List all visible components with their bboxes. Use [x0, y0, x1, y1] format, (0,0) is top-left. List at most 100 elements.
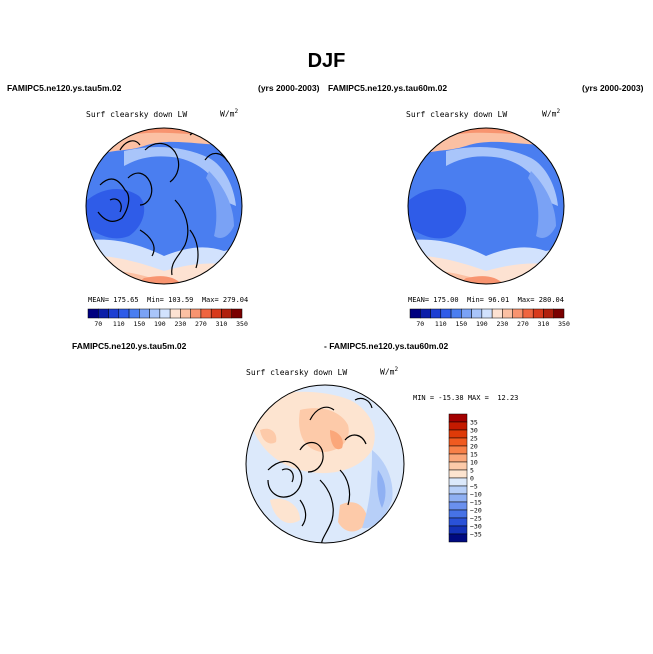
panel1-colorbar	[87, 308, 243, 319]
figure-title: DJF	[307, 50, 346, 72]
colorbar-tick-label: −35	[470, 531, 482, 539]
panel1-colorbar-ticks: 70 110 150 190 230 270 310 350	[94, 320, 248, 328]
colorbar-tick-label: 15	[470, 451, 478, 459]
colorbar-swatch	[448, 509, 468, 519]
colorbar-swatch	[448, 445, 468, 455]
panel2-units: W/m2	[542, 108, 561, 119]
colorbar-swatch	[128, 308, 140, 319]
colorbar-swatch	[169, 308, 181, 319]
colorbar-swatch	[448, 469, 468, 479]
colorbar-tick-label: 5	[470, 467, 474, 475]
diff-coastlines	[267, 397, 373, 543]
panel2-colorbar	[409, 308, 565, 319]
diff-units: W/m2	[380, 366, 399, 377]
colorbar-swatch	[491, 308, 503, 319]
colorbar-tick-label: −20	[470, 507, 482, 515]
panel1-map-field	[86, 128, 242, 284]
colorbar-tick-label: 270	[517, 320, 529, 328]
diff-case-b-label: - FAMIPC5.ne120.ys.tau60m.02	[324, 341, 449, 351]
diff-map-border	[245, 384, 405, 544]
panel1-units: W/m2	[220, 108, 239, 119]
colorbar-tick-label: 190	[476, 320, 488, 328]
colorbar-swatch	[440, 308, 452, 319]
colorbar-tick-label: 350	[236, 320, 248, 328]
colorbar-tick-label: 350	[558, 320, 570, 328]
colorbar-tick-label: 70	[416, 320, 424, 328]
colorbar-swatch	[448, 429, 468, 439]
diff-map-field	[246, 385, 404, 543]
colorbar-swatch	[98, 308, 109, 319]
colorbar-swatch	[210, 308, 222, 319]
colorbar-swatch	[149, 308, 161, 319]
colorbar-tick-label: 25	[470, 435, 478, 443]
colorbar-swatch	[448, 421, 468, 431]
colorbar-swatch	[200, 308, 212, 319]
colorbar-swatch	[409, 308, 421, 319]
colorbar-swatch	[231, 308, 243, 319]
colorbar-swatch	[448, 453, 468, 463]
colorbar-swatch	[481, 308, 493, 319]
colorbar-swatch	[108, 308, 120, 319]
colorbar-tick-label: −5	[470, 483, 478, 491]
colorbar-tick-label: 30	[470, 427, 478, 435]
colorbar-swatch	[139, 308, 150, 319]
colorbar-tick-label: 0	[470, 475, 474, 483]
colorbar-swatch	[118, 308, 130, 319]
colorbar-swatch	[471, 308, 483, 319]
diff-variable-title: Surf clearsky down LW	[246, 368, 348, 377]
colorbar-tick-label: −25	[470, 515, 482, 523]
colorbar-swatch	[512, 308, 524, 319]
colorbar-swatch	[502, 308, 513, 319]
colorbar-swatch	[461, 308, 472, 319]
colorbar-swatch	[87, 308, 99, 319]
colorbar-tick-label: −10	[470, 491, 482, 499]
colorbar-swatch	[522, 308, 534, 319]
colorbar-tick-label: −30	[470, 523, 482, 531]
colorbar-tick-label: 230	[497, 320, 509, 328]
panel2-map-field	[408, 128, 564, 284]
diff-colorbar	[448, 413, 468, 543]
panel2-variable-title: Surf clearsky down LW	[406, 110, 508, 119]
colorbar-swatch	[159, 308, 171, 319]
colorbar-swatch	[450, 308, 462, 319]
colorbar-swatch	[420, 308, 431, 319]
colorbar-tick-label: 270	[195, 320, 207, 328]
colorbar-swatch	[448, 437, 468, 447]
panel2-colorbar-ticks: 70 110 150 190 230 270 310 350	[416, 320, 570, 328]
colorbar-tick-label: 70	[94, 320, 102, 328]
colorbar-swatch	[553, 308, 565, 319]
colorbar-tick-label: −15	[470, 499, 482, 507]
colorbar-tick-label: 35	[470, 419, 478, 427]
colorbar-swatch	[180, 308, 191, 319]
colorbar-swatch	[190, 308, 202, 319]
colorbar-tick-label: 150	[455, 320, 467, 328]
colorbar-tick-label: 110	[113, 320, 125, 328]
diff-case-a-label: FAMIPC5.ne120.ys.tau5m.02	[72, 341, 187, 351]
colorbar-tick-label: 310	[538, 320, 550, 328]
colorbar-tick-label: 110	[435, 320, 447, 328]
colorbar-swatch	[448, 533, 468, 543]
colorbar-tick-label: 190	[154, 320, 166, 328]
colorbar-tick-label: 230	[175, 320, 187, 328]
colorbar-swatch	[448, 461, 468, 471]
colorbar-tick-label: 10	[470, 459, 478, 467]
panel2-map-border	[407, 127, 565, 285]
panel1-variable-title: Surf clearsky down LW	[86, 110, 188, 119]
colorbar-tick-label: 150	[133, 320, 145, 328]
colorbar-swatch	[221, 308, 232, 319]
colorbar-tick-label: 20	[470, 443, 478, 451]
colorbar-swatch	[448, 413, 468, 423]
diff-stats: MIN = -15.38 MAX = 12.23	[413, 394, 519, 402]
panel1-years-label: (yrs 2000-2003)	[258, 83, 320, 93]
colorbar-swatch	[543, 308, 554, 319]
panel2-years-label: (yrs 2000-2003)	[582, 83, 644, 93]
colorbar-swatch	[532, 308, 544, 319]
colorbar-swatch	[448, 477, 468, 487]
colorbar-swatch	[448, 493, 468, 503]
panel1-map-border	[85, 127, 243, 285]
panel2-stats: MEAN= 175.00 Min= 96.01 Max= 280.04	[408, 296, 564, 304]
colorbar-swatch	[448, 485, 468, 495]
colorbar-swatch	[430, 308, 442, 319]
